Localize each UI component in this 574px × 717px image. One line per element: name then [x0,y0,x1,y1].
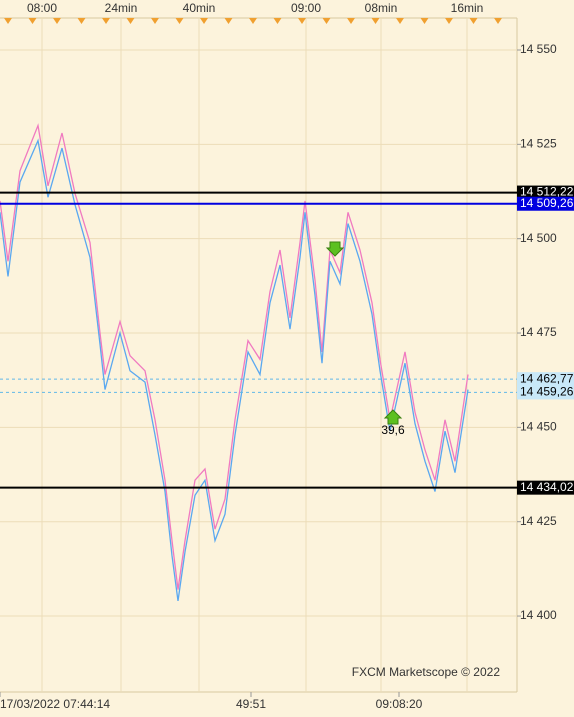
y-tick-label: 14 550 [520,42,557,56]
level-label-box [517,196,574,211]
x-tick-label: 17/03/2022 07:44:14 [0,697,110,711]
y-tick-label: 14 400 [520,608,557,622]
price-line [0,123,469,590]
time-marker [396,18,404,24]
time-marker [175,18,184,24]
time-marker [347,18,355,24]
time-marker [200,18,208,24]
time-marker [102,18,110,24]
level-label: 14 459,26 [520,385,574,399]
credit: FXCM Marketscope © 2022 [352,665,501,679]
time-marker [298,18,306,24]
y-tick-label: 14 425 [520,514,557,528]
x-tick-label: 40min [183,1,216,15]
x-tick-label: 09:00 [291,1,321,15]
level-label-box [517,185,574,200]
x-tick-label: 08:00 [27,1,57,15]
level-label: 14 462,77 [520,371,574,385]
time-marker [224,18,233,24]
time-marker [469,18,478,24]
level-label: 14 509,26 [520,196,574,210]
x-tick-label: 24min [105,1,138,15]
level-label: 14 434,02 [520,480,574,494]
time-marker [273,18,282,24]
time-marker [4,18,12,24]
time-marker [28,18,37,24]
y-tick-label: 14 475 [520,325,557,339]
x-tick-label: 08min [365,1,398,15]
time-marker [77,18,86,24]
time-marker [494,18,502,24]
annotation: 39,6 [381,423,405,437]
level-label-box [517,385,574,400]
y-tick-label: 14 525 [520,137,557,151]
plot [0,123,517,601]
time-marker [445,18,453,24]
sell-arrow [325,241,345,257]
time-marker [151,18,159,24]
buy-arrow [383,409,403,425]
price-line [0,138,469,601]
time-marker [371,18,380,24]
time-marker [420,18,429,24]
grid [0,18,517,692]
time-marker [53,18,61,24]
y-tick-label: 14 500 [520,231,557,245]
time-marker [322,18,331,24]
time-marker [126,18,135,24]
level-label: 14 512,22 [520,185,574,199]
level-label-box [517,480,574,495]
time-marker [249,18,257,24]
y-tick-label: 14 450 [520,420,557,434]
level-label-box [517,372,574,387]
x-tick-label: 09:08:20 [376,697,423,711]
x-tick-label: 16min [451,1,484,15]
x-tick-label: 49:51 [236,697,266,711]
